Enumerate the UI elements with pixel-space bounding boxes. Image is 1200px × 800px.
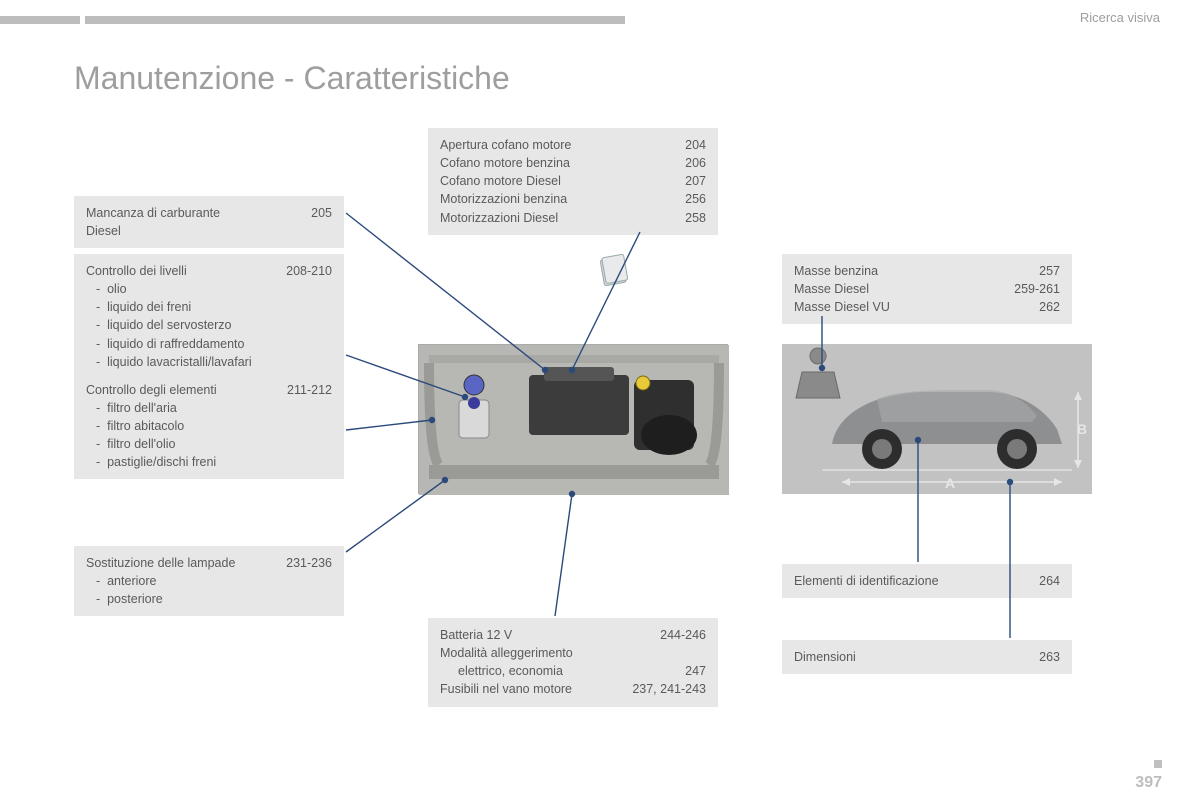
section-label: Ricerca visiva xyxy=(1080,10,1160,25)
page-number: 397 xyxy=(1135,774,1162,792)
box-levels: Controllo dei livelli208-210 - olio - li… xyxy=(74,254,344,479)
dim-b-label: B xyxy=(1077,421,1087,437)
engine-illustration xyxy=(418,344,728,494)
box-masses: Masse benzina257 Masse Diesel259-261 Mas… xyxy=(782,254,1072,324)
box-lamps: Sostituzione delle lampade231-236 - ante… xyxy=(74,546,344,616)
header-bar xyxy=(0,10,1200,24)
manual-icon xyxy=(600,254,628,286)
box-dims: Dimensioni263 xyxy=(782,640,1072,674)
dim-a-label: A xyxy=(945,475,955,491)
car-side-illustration: A B xyxy=(782,344,1092,494)
box-engine-topics: Apertura cofano motore204 Cofano motore … xyxy=(428,128,718,235)
page-title: Manutenzione - Caratteristiche xyxy=(74,60,510,97)
box-battery: Batteria 12 V244-246 Modalità alleggerim… xyxy=(428,618,718,707)
footer-marker xyxy=(1154,760,1162,768)
box-fuel: Mancanza di carburante Diesel205 xyxy=(74,196,344,248)
box-ident: Elementi di identificazione264 xyxy=(782,564,1072,598)
